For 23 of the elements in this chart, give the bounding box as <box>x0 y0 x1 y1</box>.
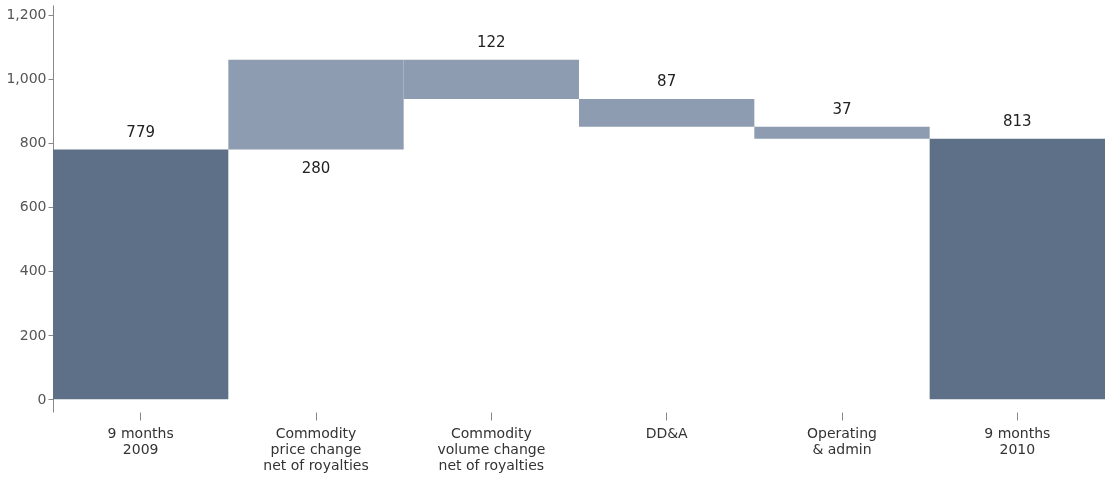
y-tick-label: 800 <box>19 134 47 151</box>
data-label: 813 <box>1003 111 1032 130</box>
data-label: 87 <box>657 71 677 90</box>
bar <box>579 98 755 127</box>
bar <box>929 138 1105 400</box>
data-label: 779 <box>126 122 155 141</box>
y-tick-label: 0 <box>37 390 47 407</box>
bar <box>754 126 930 139</box>
x-tick-label: Commodity volume change net of royalties <box>437 424 546 473</box>
y-tick-label: 400 <box>19 262 47 279</box>
data-label: 122 <box>477 32 506 51</box>
y-tick-label: 1,000 <box>6 70 47 87</box>
y-tick-label: 200 <box>19 326 47 343</box>
x-tick-label: Commodity price change net of royalties <box>263 424 369 473</box>
y-tick-label: 600 <box>19 198 47 215</box>
y-tick-label: 1,200 <box>6 6 47 23</box>
data-label: 37 <box>832 99 852 118</box>
x-tick-label: 9 months 2009 <box>107 424 174 457</box>
x-tick-label: 9 months 2010 <box>984 424 1051 457</box>
bar <box>53 149 229 400</box>
data-label: 280 <box>301 158 331 177</box>
x-tick-label: DD&A <box>645 424 689 441</box>
x-tick-label: Operating & admin <box>807 424 877 457</box>
